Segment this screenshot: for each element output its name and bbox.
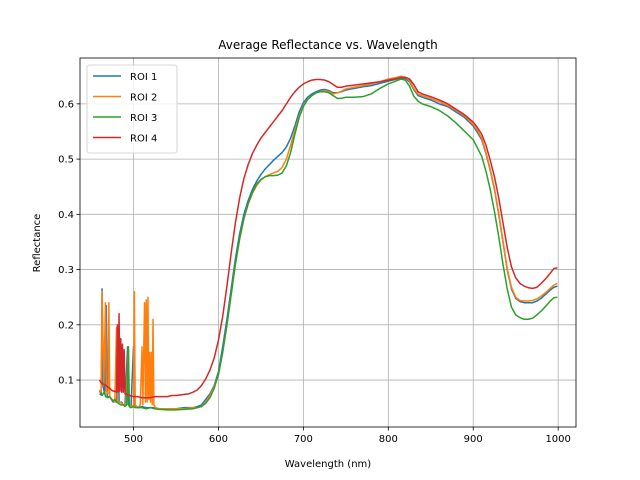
y-tick-label: 0.4	[58, 210, 74, 221]
x-tick-label: 500	[124, 434, 143, 445]
y-tick-label: 0.3	[58, 265, 74, 276]
grid-layer	[80, 58, 576, 427]
series-line-roi-4	[98, 76, 558, 399]
x-tick-label: 600	[209, 434, 228, 445]
chart-title: Average Reflectance vs. Wavelength	[218, 38, 437, 52]
y-axis-label: Reflectance	[32, 214, 43, 273]
legend: ROI 1 ROI 2 ROI 3 ROI 4	[86, 64, 178, 154]
series-line-roi-3	[99, 78, 558, 411]
y-tick-label: 0.5	[58, 155, 74, 166]
x-axis-label: Wavelength (nm)	[285, 459, 371, 470]
plot-frame	[79, 57, 577, 428]
tick-layer: 500 600 700 800 900 1000 0.1 0.2 0.3 0.4 0.5 0.6	[58, 99, 571, 445]
legend-label-roi-1: ROI 1	[130, 72, 157, 83]
legend-label-roi-4: ROI 4	[130, 134, 157, 145]
y-tick-label: 0.1	[58, 376, 74, 387]
legend-box	[86, 64, 178, 154]
x-tick-label: 900	[464, 434, 483, 445]
legend-label-roi-3: ROI 3	[130, 113, 157, 124]
series-layer	[98, 75, 558, 411]
x-tick-label: 1000	[545, 434, 570, 445]
y-tick-label: 0.6	[58, 99, 74, 110]
legend-label-roi-2: ROI 2	[130, 93, 157, 104]
series-line-roi-2	[98, 75, 558, 410]
x-tick-label: 800	[379, 434, 398, 445]
y-tick-label: 0.2	[58, 320, 74, 331]
x-tick-label: 700	[294, 434, 313, 445]
